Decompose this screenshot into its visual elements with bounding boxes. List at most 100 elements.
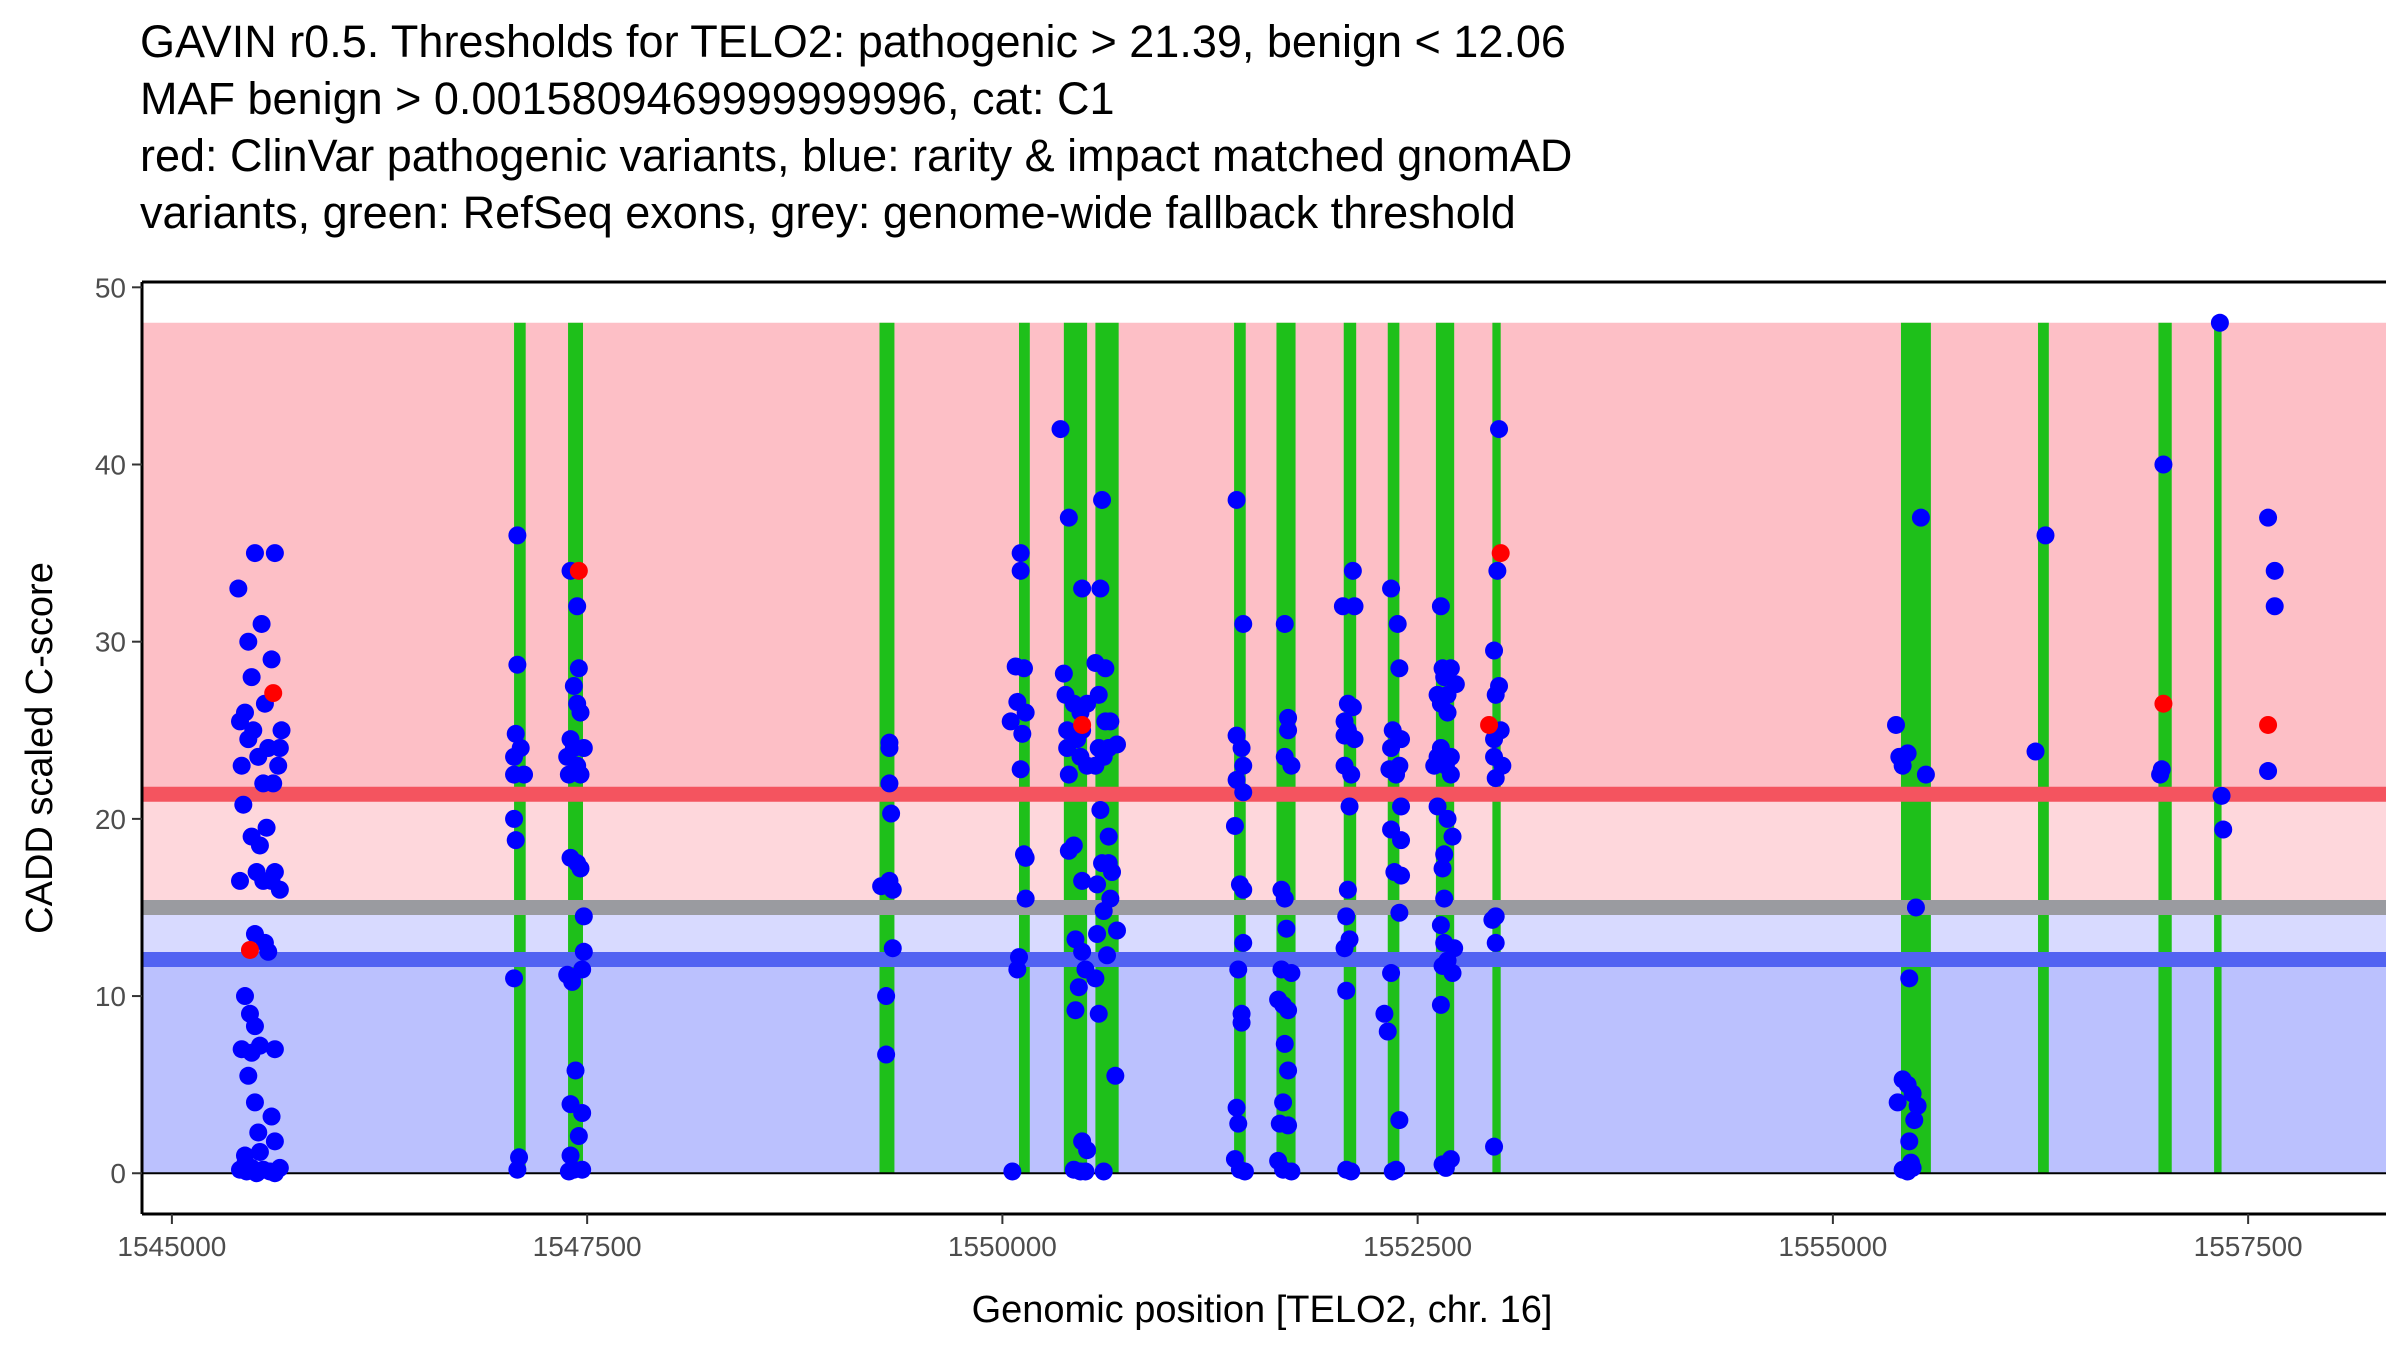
exon-band xyxy=(1492,322,1501,1174)
gnomad-point xyxy=(1098,946,1117,965)
gnomad-point xyxy=(1064,836,1083,855)
gnomad-point xyxy=(1096,659,1115,678)
gnomad-point xyxy=(1001,712,1020,731)
x-tick-label: 1555000 xyxy=(1778,1231,1887,1262)
exon-band xyxy=(2158,322,2172,1174)
gnomad-point xyxy=(1486,769,1505,788)
gnomad-point xyxy=(573,1104,592,1123)
gnomad-point xyxy=(571,703,590,722)
gnomad-point xyxy=(1232,739,1251,757)
title-line-3: red: ClinVar pathogenic variants, blue: … xyxy=(140,130,1573,181)
gnomad-point xyxy=(1392,831,1411,850)
gnomad-point xyxy=(230,871,249,890)
gnomad-point xyxy=(1059,765,1078,784)
gnomad-point xyxy=(1345,597,1364,616)
exon-band xyxy=(1019,322,1030,1174)
gnomad-point xyxy=(257,818,276,837)
title-line-2: MAF benign > 0.0015809469999999996, cat:… xyxy=(140,73,1115,124)
gnomad-point xyxy=(1091,801,1110,820)
gnomad-point xyxy=(505,969,524,988)
gnomad-point xyxy=(1888,1093,1907,1112)
gnomad-point xyxy=(1086,969,1105,988)
clinvar-point xyxy=(569,561,588,580)
gnomad-point xyxy=(2265,597,2284,616)
gnomad-point xyxy=(511,739,530,757)
x-tick-label: 1545000 xyxy=(117,1231,226,1262)
clinvar-point xyxy=(264,684,283,703)
gnomad-point xyxy=(1279,1116,1298,1135)
gnomad-point xyxy=(574,942,593,961)
gnomad-point xyxy=(506,724,525,743)
gnomad-point xyxy=(1225,1150,1244,1169)
axes: 0 10 20 30 40 50 1545000 1547500 1550000 1552500 1… xyxy=(95,272,2386,1262)
x-tick-label: 1557500 xyxy=(2194,1231,2303,1262)
y-tick-label: 50 xyxy=(95,272,126,303)
gnomad-point xyxy=(1232,1013,1251,1032)
gnomad-point xyxy=(1375,1004,1394,1023)
gnomad-point xyxy=(1011,760,1030,779)
gnomad-point xyxy=(1279,1001,1298,1020)
gnomad-point xyxy=(250,1142,269,1161)
gnomad-point xyxy=(1435,845,1454,864)
gnomad-point xyxy=(1903,1158,1922,1177)
gnomad-point xyxy=(1916,765,1935,784)
gnomad-point xyxy=(2210,313,2229,332)
gnomad-point xyxy=(1016,703,1035,722)
gnomad-point xyxy=(1008,960,1027,979)
gnomad-point xyxy=(1388,614,1407,633)
gnomad-point xyxy=(265,544,284,563)
gnomad-point xyxy=(1905,1111,1924,1130)
gnomad-point xyxy=(1229,1114,1248,1133)
gnomad-point xyxy=(1446,675,1465,694)
gnomad-point xyxy=(229,579,248,598)
gnomad-point xyxy=(880,774,899,793)
gnomad-point xyxy=(1485,1137,1504,1156)
gnomad-point xyxy=(1390,903,1409,922)
gnomad-point xyxy=(1378,1022,1397,1041)
gnomad-point xyxy=(564,676,583,695)
gnomad-point xyxy=(1003,1162,1022,1181)
gnomad-point xyxy=(244,721,263,740)
gnomad-point xyxy=(262,1107,281,1126)
title-line-4: variants, green: RefSeq exons, grey: gen… xyxy=(140,187,1516,238)
gnomad-point xyxy=(1088,875,1107,894)
gnomad-point xyxy=(883,880,902,899)
gnomad-point xyxy=(1486,933,1505,952)
gnomad-point xyxy=(2036,526,2055,545)
gnomad-point xyxy=(1435,889,1454,908)
gnomad-point xyxy=(1282,756,1301,775)
gnomad-point xyxy=(270,1158,289,1177)
gnomad-point xyxy=(569,1127,588,1146)
y-tick-label: 40 xyxy=(95,450,126,481)
y-tick-label: 10 xyxy=(95,981,126,1012)
gnomad-point xyxy=(1431,597,1450,616)
gnomad-point xyxy=(1094,902,1113,921)
gnomad-point xyxy=(1094,747,1113,766)
gnomad-point xyxy=(1387,765,1406,784)
gnomad-point xyxy=(1392,866,1411,885)
gnomad-point xyxy=(1059,508,1078,527)
gnomad-point xyxy=(1073,579,1092,598)
gnomad-point xyxy=(1099,827,1118,846)
gnomad-point xyxy=(1229,960,1248,979)
gnomad-point xyxy=(2026,742,2045,761)
gnomad-point xyxy=(250,1036,269,1055)
x-tick-label: 1547500 xyxy=(533,1231,642,1262)
gnomad-point xyxy=(1103,863,1122,882)
gnomad-point xyxy=(1343,698,1362,717)
gnomad-point xyxy=(235,1155,254,1174)
gnomad-point xyxy=(1441,765,1460,784)
gnomad-point xyxy=(1898,744,1917,763)
gnomad-point xyxy=(1900,969,1919,988)
gnomad-point xyxy=(1076,1162,1095,1181)
gnomad-point xyxy=(573,1160,592,1179)
clinvar-point xyxy=(1480,715,1499,734)
gnomad-point xyxy=(1279,708,1298,727)
gnomad-point xyxy=(1101,712,1120,731)
gnomad-point xyxy=(1225,816,1244,835)
gnomad-point xyxy=(1911,508,1930,527)
gnomad-point xyxy=(1343,561,1362,580)
gnomad-point xyxy=(1387,1160,1406,1179)
gnomad-point xyxy=(234,795,253,814)
gnomad-point xyxy=(1382,579,1401,598)
